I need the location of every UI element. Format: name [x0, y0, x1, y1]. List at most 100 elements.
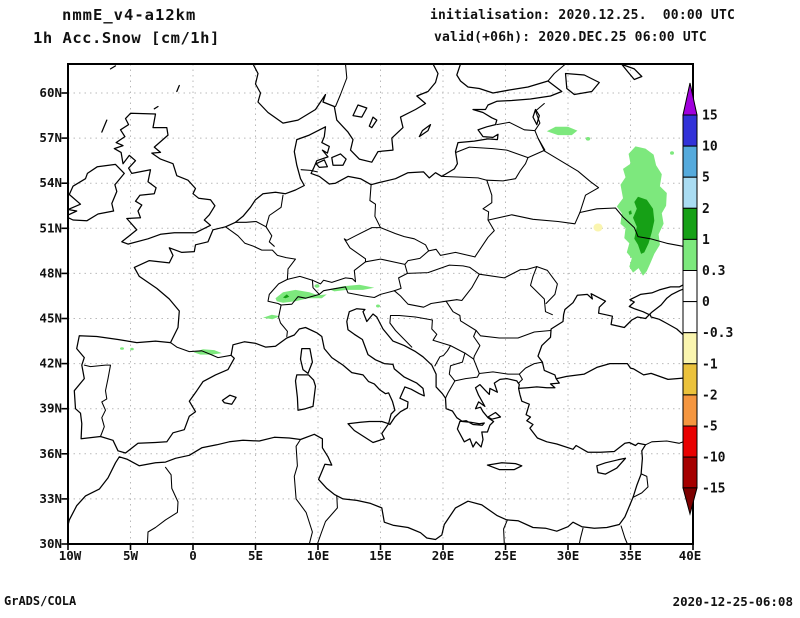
- lake-vattern: [368, 116, 378, 129]
- colorbar-arrow-bottom: [682, 487, 698, 516]
- model-title: nmmE_v4-a12km: [62, 6, 197, 24]
- lon-labels: 10W 5W 0 5E 10E 15E 20E 25E 30E 35E 40E: [59, 548, 702, 563]
- variable-title: 1h Acc.Snow [cm/1h]: [33, 29, 220, 47]
- snow-speck-dark: [628, 210, 632, 215]
- island-funen: [315, 159, 329, 169]
- lat-labels: 30N 33N 36N 39N 42N 45N 48N 51N 54N 57N …: [39, 85, 62, 551]
- lake-ladoga: [564, 72, 600, 96]
- snow-shading: [193, 126, 667, 355]
- colorbar-segment: [682, 207, 698, 240]
- lat-label: 42N: [39, 356, 62, 371]
- island-orkney: [153, 105, 159, 110]
- negative-spot-dnieper: [593, 223, 603, 232]
- country-borders: [83, 64, 693, 544]
- colorbar-labels: 15 10 5 2 1 0.3 0 -0.3 -1 -2 -5 -10 -15: [702, 109, 733, 497]
- timestamp: 2020-12-25-06:08: [672, 594, 793, 609]
- coast-baltic-finland-estonia: [328, 64, 563, 186]
- lon-label: 40E: [679, 548, 702, 563]
- valid-time: valid(+06h): 2020.DEC.25 06:00 UTC: [434, 30, 707, 45]
- grid-lines: [68, 64, 693, 544]
- colorbar-label: -0.3: [702, 326, 733, 341]
- island-sicily: [347, 420, 390, 444]
- colorbar-label: -15: [702, 481, 725, 496]
- lat-label: 36N: [39, 446, 62, 461]
- snow-dot-cantabria-1: [120, 347, 124, 350]
- lat-label: 33N: [39, 491, 62, 506]
- colorbar-label: 2: [702, 202, 710, 217]
- lat-label: 51N: [39, 220, 62, 235]
- lon-label: 15E: [369, 548, 392, 563]
- lon-label: 5E: [248, 548, 263, 563]
- colorbar: [682, 82, 698, 516]
- lake-peipus: [532, 108, 540, 126]
- colorbar-label: -1: [702, 357, 718, 372]
- colorbar-label: 5: [702, 171, 710, 186]
- snow-dot-cantabria-2: [130, 347, 134, 351]
- coast-france-iberia-italy: [73, 229, 425, 454]
- coast-great-britain: [113, 112, 216, 245]
- colorbar-segment: [682, 425, 698, 458]
- init-time: initialisation: 2020.12.25. 00:00 UTC: [430, 8, 736, 23]
- lon-label: 30E: [557, 548, 580, 563]
- snow-region-alps-west: [275, 289, 327, 303]
- colorbar-label: 0.3: [702, 264, 725, 279]
- colorbar-segment: [682, 301, 698, 334]
- lat-label: 45N: [39, 311, 62, 326]
- island-mallorca: [221, 394, 237, 405]
- lon-label: 5W: [123, 548, 139, 563]
- island-corsica: [299, 347, 314, 375]
- colorbar-segment: [682, 145, 698, 178]
- lake-vanern: [352, 104, 368, 118]
- colorbar-segment: [682, 270, 698, 303]
- lon-label: 20E: [432, 548, 455, 563]
- snow-dot-pskov-east: [585, 137, 591, 141]
- island-shetland: [176, 84, 180, 93]
- snow-dots: [120, 137, 674, 351]
- snow-dot-alps-1: [314, 284, 320, 288]
- island-sardinia: [294, 374, 317, 411]
- island-euboea: [487, 411, 502, 420]
- island-faroe: [109, 65, 117, 70]
- lon-label: 0: [189, 548, 197, 563]
- lon-label: 35E: [619, 548, 642, 563]
- lat-label: 48N: [39, 265, 62, 280]
- colorbar-label: -5: [702, 420, 718, 435]
- coastlines: [68, 64, 693, 541]
- colorbar-segment: [682, 363, 698, 396]
- colorbar-arrow-top: [682, 82, 698, 116]
- snow-dot-alps-2: [376, 304, 380, 308]
- island-cyprus: [596, 457, 627, 475]
- colorbar-label: 10: [702, 140, 718, 155]
- snow-region-alps-sw: [263, 314, 280, 320]
- coast-turkey-north: [556, 362, 693, 381]
- colorbar-segment: [682, 332, 698, 365]
- lat-label: 57N: [39, 130, 62, 145]
- lon-label: 10E: [307, 548, 330, 563]
- lat-label: 30N: [39, 536, 62, 551]
- colorbar-label: 15: [702, 109, 718, 124]
- coast-ireland: [68, 163, 125, 222]
- island-hebrides: [101, 119, 108, 133]
- axis-ticks: [61, 92, 694, 550]
- colorbar-segment: [682, 114, 698, 147]
- colorbar-label: -2: [702, 388, 718, 403]
- colorbar-label: 0: [702, 295, 710, 310]
- snow-region-pskov: [546, 126, 578, 136]
- lat-label: 39N: [39, 401, 62, 416]
- snow-dot-ne: [670, 151, 674, 155]
- lake-onega: [621, 64, 643, 81]
- lon-label: 10W: [59, 548, 82, 563]
- island-crete: [486, 462, 523, 471]
- snow-region-pyrenees: [193, 349, 222, 355]
- colorbar-label: 1: [702, 233, 710, 248]
- grads-credit: GrADS/COLA: [4, 594, 77, 608]
- coast-blacksea-north: [517, 283, 693, 390]
- snow-region-alps-east: [329, 284, 375, 292]
- island-zealand: [331, 153, 347, 166]
- island-gotland: [418, 123, 432, 138]
- coast-northsea-denmark: [212, 126, 330, 231]
- colorbar-label: -10: [702, 451, 726, 466]
- lat-label: 54N: [39, 175, 62, 190]
